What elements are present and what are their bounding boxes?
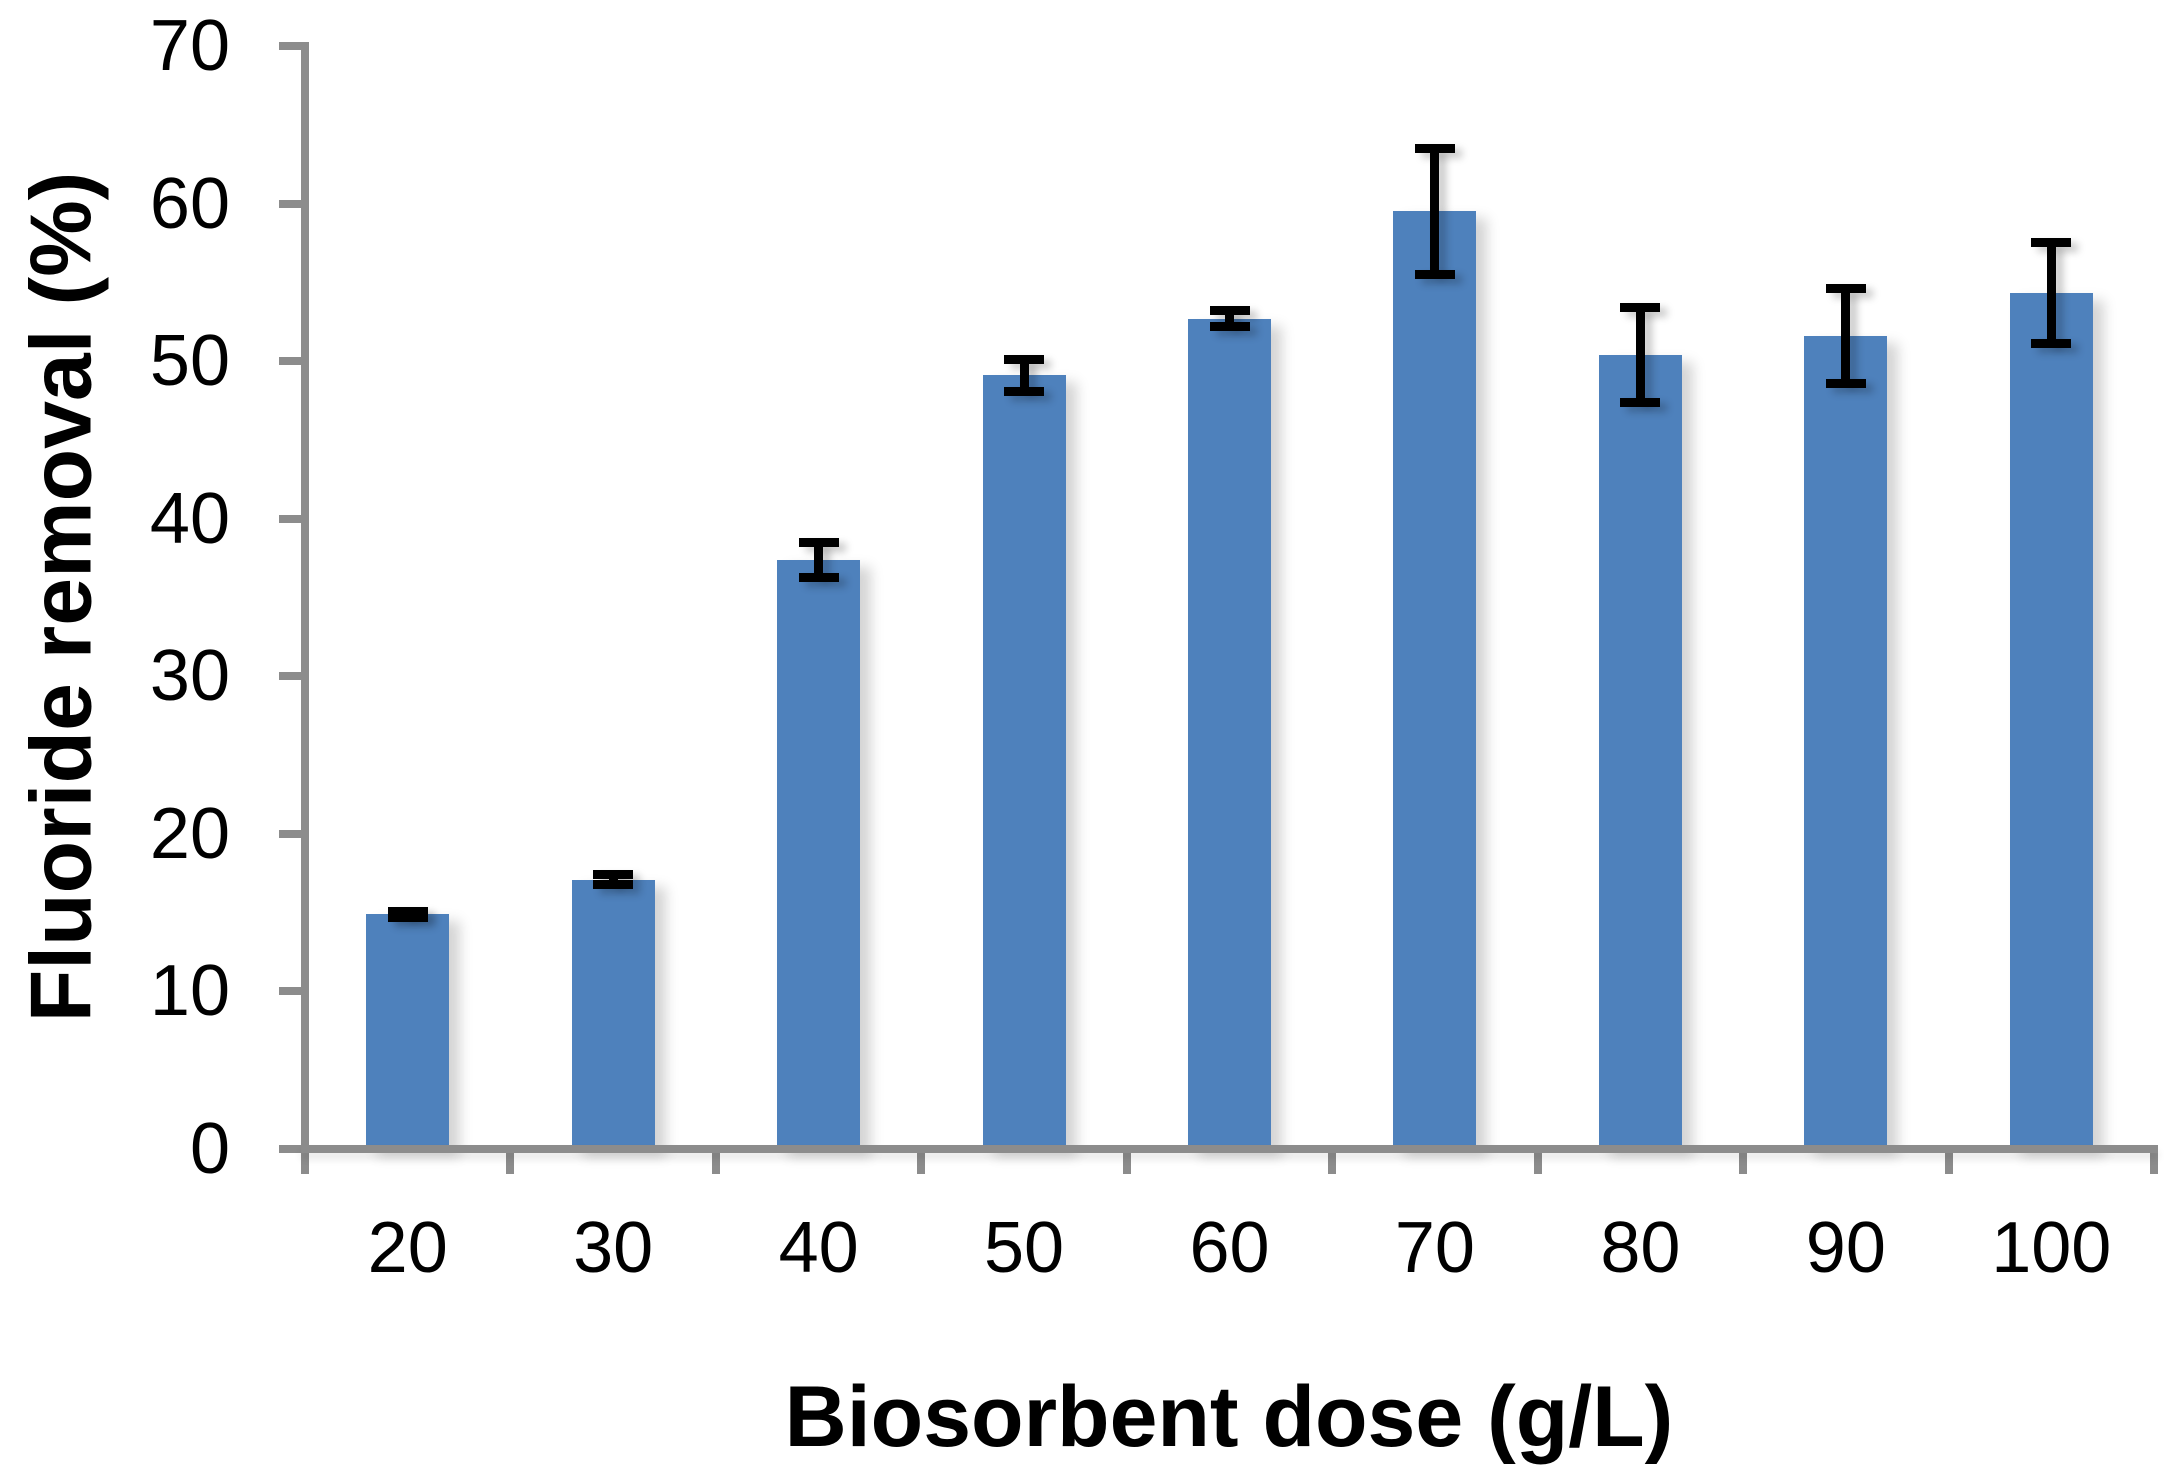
error-bar-stem [1635, 307, 1645, 403]
x-tick-label: 50 [984, 1208, 1065, 1288]
x-tick-mark [1328, 1146, 1337, 1174]
error-bar-cap-bottom [2031, 339, 2072, 349]
bar [982, 375, 1066, 1149]
bar [366, 914, 450, 1149]
bar [571, 879, 655, 1149]
x-tick-mark [506, 1146, 515, 1174]
x-tick-mark [711, 1146, 720, 1174]
error-bar-stem [608, 874, 618, 885]
bar [2009, 293, 2093, 1149]
y-tick-label: 50 [149, 321, 230, 402]
error-bar-cap-top [593, 870, 634, 880]
x-tick-mark [1533, 1146, 1542, 1174]
y-tick-mark [279, 829, 305, 838]
x-tick-label: 30 [573, 1208, 654, 1288]
error-bar-cap-top [1209, 306, 1250, 316]
x-tick-label: 20 [367, 1208, 448, 1288]
x-tick-label: 70 [1394, 1208, 1475, 1288]
x-tick-label: 40 [778, 1208, 859, 1288]
error-bar-cap-bottom [593, 879, 634, 889]
x-tick-label: 90 [1805, 1208, 1886, 1288]
error-bar-cap-bottom [1414, 269, 1455, 279]
error-bar-stem [1019, 359, 1029, 392]
x-tick-mark [1739, 1146, 1748, 1174]
error-bar-stem [1841, 288, 1851, 384]
bar [777, 559, 861, 1149]
error-bar-cap-top [1620, 303, 1661, 313]
bar [1804, 335, 1888, 1149]
bar [1393, 211, 1477, 1149]
x-tick-mark [301, 1146, 309, 1174]
x-tick-label: 80 [1600, 1208, 1681, 1288]
error-bar-cap-bottom [1004, 386, 1045, 396]
y-axis-title: Fluoride removal (%) [13, 171, 110, 1023]
y-tick-label: 40 [149, 478, 230, 559]
error-bar-cap-top [1414, 143, 1455, 153]
y-tick-mark [279, 199, 305, 208]
x-tick-label: 100 [1991, 1208, 2112, 1288]
error-bar-cap-top [1004, 355, 1045, 365]
y-tick-label: 10 [149, 951, 230, 1032]
bar [1598, 354, 1682, 1149]
y-tick-mark [279, 672, 305, 681]
x-tick-mark [917, 1146, 926, 1174]
x-axis-line [301, 1145, 2158, 1153]
y-tick-mark [279, 514, 305, 523]
error-bar-stem [1225, 310, 1234, 327]
x-tick-mark [1944, 1146, 1953, 1174]
y-tick-label: 0 [189, 1109, 230, 1189]
y-tick-mark [279, 987, 305, 996]
error-bar-stem [2046, 242, 2056, 344]
x-tick-label: 60 [1189, 1208, 1270, 1288]
y-axis-line [301, 42, 309, 1153]
error-bar-cap-bottom [798, 572, 839, 582]
error-bar-stem [814, 542, 824, 577]
error-bar-cap-bottom [1209, 321, 1250, 331]
bar [1188, 318, 1271, 1149]
error-bar-cap-top [2031, 238, 2072, 248]
error-bar-cap-top [387, 906, 428, 916]
y-tick-label: 30 [149, 636, 230, 717]
y-tick-mark [279, 357, 305, 366]
error-bar-stem [1430, 148, 1440, 275]
y-tick-mark [279, 1145, 305, 1153]
y-tick-label: 20 [149, 793, 230, 874]
y-tick-label: 60 [149, 163, 230, 244]
x-tick-mark [2150, 1146, 2158, 1174]
error-bar-cap-bottom [1620, 397, 1661, 407]
x-tick-mark [1122, 1146, 1131, 1174]
error-bar-cap-top [798, 537, 839, 547]
error-bar-cap-bottom [1825, 378, 1866, 388]
x-axis-title: Biosorbent dose (g/L) [784, 1369, 1674, 1465]
y-tick-mark [279, 42, 305, 50]
y-tick-label: 70 [149, 6, 230, 86]
error-bar-cap-bottom [387, 912, 428, 922]
error-bar-cap-top [1825, 284, 1866, 294]
